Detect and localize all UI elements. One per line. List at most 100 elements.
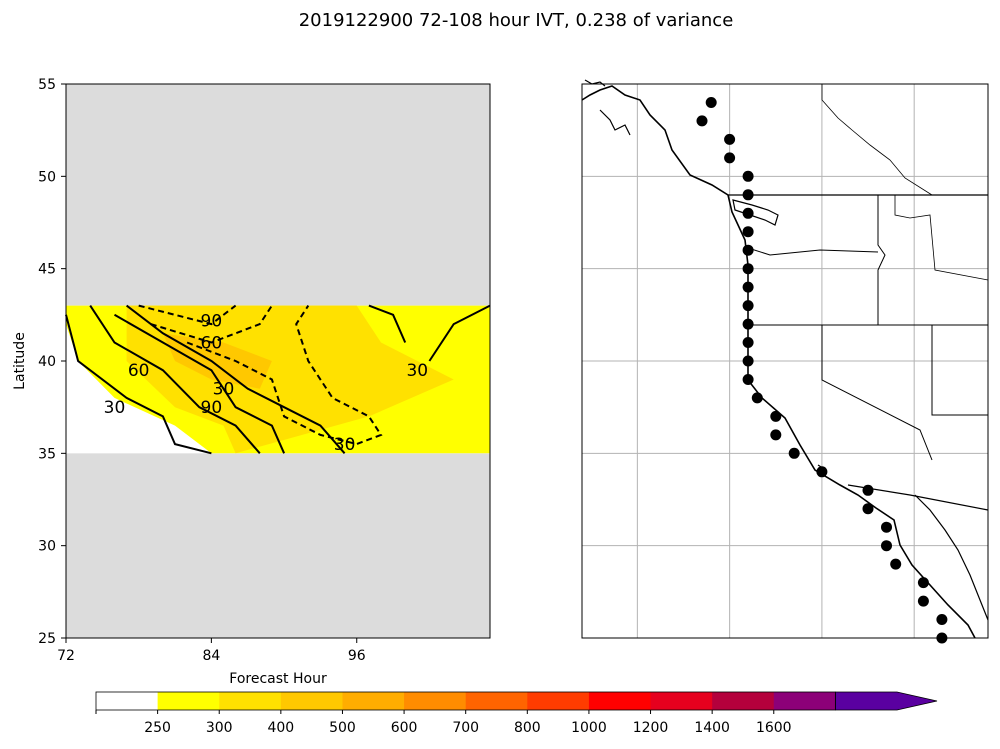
station-point <box>696 115 708 127</box>
y-axis-label: Latitude <box>12 332 28 390</box>
colorbar-tick-label: 700 <box>452 720 479 736</box>
wa-id-or-id-border <box>877 195 886 325</box>
station-point <box>742 337 754 348</box>
y-tick-label: 25 <box>38 631 56 647</box>
colorbar-tick-label: 500 <box>329 720 356 736</box>
colorbar-cells <box>95 691 938 711</box>
ca-nv-border <box>821 325 933 461</box>
station-point <box>742 207 754 219</box>
political-borders <box>728 84 989 511</box>
contour-lines <box>65 304 491 455</box>
nv-ut-border <box>931 325 988 416</box>
station-point <box>881 521 892 533</box>
figure-title: 2019122900 72-108 hour IVT, 0.238 of var… <box>299 10 734 31</box>
colorbar-cell <box>773 692 836 710</box>
x-tick-label: 84 <box>202 648 220 664</box>
bc-alberta-border <box>821 84 933 196</box>
y-tick-label: 50 <box>38 169 56 185</box>
station-point <box>770 410 782 422</box>
colorbar-tick-label: 1200 <box>633 720 669 736</box>
colorbar-cell <box>96 692 159 710</box>
colorbar-cell <box>527 692 590 710</box>
colorbar-cell <box>342 692 405 710</box>
contour-label: 30 <box>213 380 235 400</box>
colorbar-tick-label: 1400 <box>694 720 730 736</box>
y-tick-label: 40 <box>38 354 56 370</box>
colorbar-cell <box>588 692 652 710</box>
station-point <box>724 152 736 164</box>
station-point <box>742 318 754 330</box>
colorbar-extend-arrow <box>834 691 938 711</box>
y-tick-label: 35 <box>38 446 56 462</box>
contour-label: 60 <box>201 334 223 354</box>
colorbar: 250 300 400 500 600 700 800 1000 1200 1400 1600 <box>95 691 938 736</box>
colorbar-tick-label: 250 <box>144 720 171 736</box>
station-point <box>742 170 754 182</box>
station-point <box>917 595 929 607</box>
contour-line-30-solid <box>125 304 346 454</box>
y-tick-label: 55 <box>38 77 56 93</box>
colorbar-cell <box>650 692 713 710</box>
station-points <box>696 97 948 644</box>
station-point <box>917 577 929 589</box>
contour-line-30-solid <box>368 304 407 343</box>
contour-line-90-dashed <box>138 304 237 326</box>
colorbar-tick-label: 600 <box>391 720 418 736</box>
contour-label: 90 <box>201 398 223 418</box>
y-axis-ticks: 25 30 35 40 45 50 55 <box>38 77 66 647</box>
colorbar-tick-label: 400 <box>267 720 294 736</box>
colorbar-tick-label: 1000 <box>571 720 607 736</box>
filled-level-400 <box>162 333 272 389</box>
station-point <box>705 97 717 108</box>
map-panel <box>581 79 989 644</box>
vancouver-island <box>732 199 779 226</box>
y-tick-label: 45 <box>38 262 56 278</box>
contour-label: 60 <box>128 361 150 381</box>
station-point <box>742 244 754 256</box>
coast-islands-north <box>599 109 631 136</box>
contour-line-30-solid <box>428 304 491 362</box>
id-mt-border <box>894 195 989 281</box>
station-point <box>724 133 736 145</box>
contour-line-30-solid <box>65 314 212 455</box>
station-point <box>742 374 754 385</box>
contour-line-60-solid <box>89 305 261 454</box>
station-point <box>788 447 800 459</box>
gulf-of-california-east <box>914 494 989 621</box>
station-point <box>890 558 902 570</box>
station-point <box>742 263 754 275</box>
x-tick-label: 72 <box>57 648 75 664</box>
map-frame <box>581 83 989 639</box>
station-point <box>742 189 754 201</box>
y-tick-label: 30 <box>38 539 56 555</box>
station-point <box>742 355 754 367</box>
filled-contours <box>66 305 490 454</box>
colorbar-cell <box>280 692 343 710</box>
station-point <box>816 466 828 478</box>
colorbar-tick-label: 300 <box>206 720 233 736</box>
colorbar-cell <box>219 692 282 710</box>
x-tick-label: 96 <box>348 648 366 664</box>
wa-or-border <box>747 247 879 256</box>
colorbar-cell <box>157 692 220 710</box>
x-axis-label: Forecast Hour <box>229 671 327 687</box>
contour-line-60-dashed <box>150 305 273 344</box>
station-point <box>936 614 948 625</box>
station-point <box>770 429 782 441</box>
station-point <box>751 392 763 404</box>
contour-label: 30 <box>406 361 428 381</box>
x-axis-ticks: 72 84 96 <box>57 638 366 664</box>
contour-label: 90 <box>201 311 223 331</box>
colorbar-tick-label: 1600 <box>756 720 792 736</box>
station-point <box>862 503 874 515</box>
colorbar-cell <box>404 692 467 710</box>
station-point <box>742 226 754 238</box>
contour-label: 30 <box>104 398 126 418</box>
colorbar-cell <box>712 692 775 710</box>
contour-line-90-solid <box>114 313 286 454</box>
station-point <box>862 484 874 496</box>
station-point <box>742 281 754 293</box>
